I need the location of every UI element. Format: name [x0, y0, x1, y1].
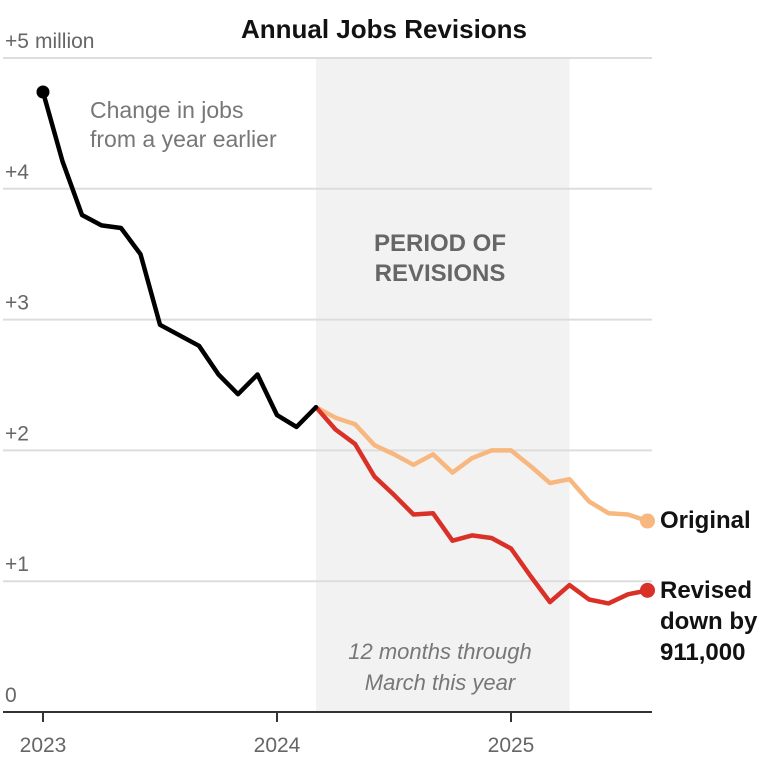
period-label-line-1: PERIOD OF	[374, 230, 506, 257]
series-end-points	[36, 85, 655, 598]
period-note-line-2: March this year	[365, 670, 517, 695]
revised-label-line-2: down by	[660, 608, 758, 635]
line-original	[313, 404, 650, 524]
series-lines	[40, 89, 650, 606]
x-tick-label-2023: 2023	[20, 734, 67, 757]
y-tick-label-4: +4	[5, 161, 29, 184]
revised-label-line-3: 911,000	[660, 639, 745, 666]
shaded-period	[316, 58, 570, 712]
y-tick-label-3: +3	[5, 292, 29, 315]
original-label: Original	[660, 507, 751, 534]
y-unit-label: million	[35, 30, 95, 53]
line-history	[40, 89, 319, 430]
gridlines	[3, 57, 652, 583]
y-tick-labels: 0 +1 +2 +3 +4 +5 million	[5, 30, 94, 707]
period-label-line-2: REVISIONS	[375, 260, 506, 287]
y-tick-label-2: +2	[5, 422, 29, 445]
x-tick-label-2024: 2024	[254, 734, 301, 757]
y-tick-label-5: +5 million	[5, 30, 94, 53]
x-tick-label-2025: 2025	[488, 734, 535, 757]
y-tick-label-1: +1	[5, 553, 29, 576]
annotation-line-2: from a year earlier	[90, 126, 277, 152]
revised-label-line-1: Revised	[660, 577, 752, 604]
history-start-dot	[36, 85, 50, 99]
line-revised	[313, 404, 650, 606]
x-ticks: 2023 2024 2025	[20, 712, 535, 757]
revised-end-dot	[639, 582, 655, 598]
chart-title: Annual Jobs Revisions	[241, 14, 527, 44]
period-note-line-1: 12 months through	[348, 639, 531, 664]
annotation-line-1: Change in jobs	[90, 97, 243, 123]
original-end-dot	[639, 513, 655, 529]
y-tick-label-0: 0	[5, 684, 17, 707]
